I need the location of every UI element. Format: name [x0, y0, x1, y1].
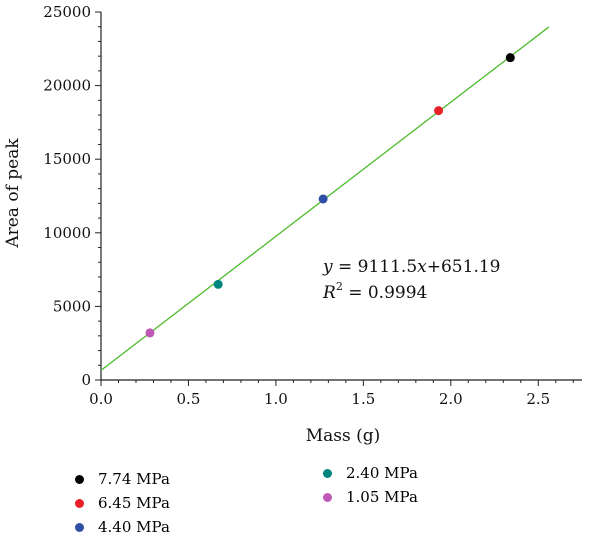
x-tick-label: 2.0	[439, 390, 463, 408]
y-tick-label: 15000	[43, 150, 91, 168]
legend-item: 2.40 MPa	[323, 464, 418, 482]
r-squared-sup: 2	[336, 280, 343, 293]
equation-rest: +651.19	[427, 257, 501, 277]
axes	[100, 12, 582, 381]
legend-item: 6.45 MPa	[75, 494, 170, 512]
legend-marker	[323, 492, 332, 502]
legend-item: 1.05 MPa	[323, 488, 418, 506]
legend-marker	[75, 498, 84, 508]
y-tick-label: 20000	[43, 77, 91, 95]
x-tick-label: 2.5	[526, 390, 550, 408]
r-squared-rest: = 0.9994	[343, 283, 428, 303]
r-squared-annotation: R2 = 0.9994	[322, 280, 427, 303]
data-point	[434, 106, 444, 116]
x-tick-label: 0.5	[177, 390, 201, 408]
x-tick-label: 1.0	[264, 390, 288, 408]
x-axis-title: Mass (g)	[306, 426, 381, 446]
legend-marker	[75, 474, 84, 484]
data-point	[213, 279, 223, 289]
y-tick-label: 5000	[53, 297, 91, 315]
data-points	[145, 53, 515, 338]
data-point	[145, 328, 155, 338]
legend-label: 4.40 MPa	[98, 518, 170, 536]
y-axis-title: Area of peak	[3, 138, 23, 249]
legend-label: 7.74 MPa	[98, 470, 170, 488]
r-squared-r: R	[322, 283, 336, 303]
legend-item: 7.74 MPa	[75, 470, 170, 488]
legend: 7.74 MPa 6.45 MPa 4.40 MPa 2.40 MPa 1.05 MPa	[0, 452, 600, 542]
equation-annotation: y = 9111.5x+651.19	[322, 257, 500, 277]
equation-y-var: y	[322, 257, 333, 277]
legend-label: 1.05 MPa	[346, 488, 418, 506]
legend-marker	[75, 522, 84, 532]
x-tick-label: 0.0	[89, 390, 113, 408]
legend-label: 2.40 MPa	[346, 464, 418, 482]
data-point	[318, 194, 328, 204]
legend-label: 6.45 MPa	[98, 494, 170, 512]
legend-item: 4.40 MPa	[75, 518, 170, 536]
x-tick-label: 1.5	[351, 390, 375, 408]
ticks: 0.0 0.5 1.0 1.5 2.0 2.5 0 5000 10000 15000 20000 25…	[43, 3, 574, 408]
equation-x-var: x	[417, 257, 427, 277]
data-point	[505, 53, 515, 63]
legend-marker	[323, 468, 332, 478]
y-tick-label: 10000	[43, 224, 91, 242]
equation-equals: = 9111.5	[333, 257, 418, 277]
y-tick-label: 25000	[43, 3, 91, 21]
y-tick-label: 0	[81, 371, 91, 389]
